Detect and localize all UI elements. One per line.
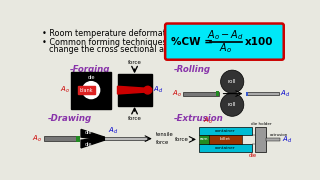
Text: die holder: die holder (251, 122, 271, 125)
Text: container: container (215, 129, 236, 133)
Bar (76, 136, 80, 142)
Bar (117, 74, 152, 106)
Bar (266, 138, 280, 141)
Bar (246, 93, 279, 95)
Text: die: die (87, 75, 95, 80)
Bar (208, 135, 242, 144)
Text: -Drawing: -Drawing (48, 114, 92, 123)
Text: -Rolling: -Rolling (173, 65, 210, 74)
Text: • Room temperature deformation.: • Room temperature deformation. (42, 29, 181, 38)
Text: roll: roll (228, 102, 236, 107)
Text: $A_o - A_d$: $A_o - A_d$ (207, 28, 244, 42)
Text: roll: roll (228, 79, 236, 84)
Polygon shape (81, 137, 104, 148)
Text: -Forging: -Forging (69, 65, 110, 74)
Polygon shape (117, 86, 152, 94)
Bar (44, 136, 79, 141)
Text: force: force (128, 60, 141, 65)
Bar (199, 135, 209, 144)
Circle shape (144, 86, 152, 94)
Text: $A_o$: $A_o$ (219, 42, 232, 55)
Bar (78, 86, 95, 94)
Bar (199, 144, 252, 152)
Text: extrusion: extrusion (269, 133, 288, 137)
Text: force: force (175, 137, 189, 142)
Circle shape (220, 93, 244, 116)
Text: • Common forming techniques used to: • Common forming techniques used to (42, 38, 199, 47)
Text: $A_d$: $A_d$ (280, 89, 291, 99)
Text: blank: blank (80, 88, 93, 93)
Text: tensile: tensile (156, 132, 174, 137)
Text: $A_o$: $A_o$ (32, 134, 42, 144)
Text: container: container (215, 146, 236, 150)
Text: $A_o$: $A_o$ (60, 85, 69, 95)
Bar (216, 91, 219, 96)
Text: $A_o$: $A_o$ (203, 115, 213, 125)
Text: $A_d$: $A_d$ (108, 125, 118, 136)
Bar (255, 127, 266, 152)
Text: %CW =: %CW = (171, 37, 217, 47)
Text: $A_d$: $A_d$ (282, 134, 292, 145)
Text: change the cross sectional area:: change the cross sectional area: (49, 46, 180, 55)
FancyBboxPatch shape (165, 24, 284, 60)
Bar (71, 72, 111, 109)
Bar (104, 137, 147, 140)
Text: $A_o$: $A_o$ (172, 89, 182, 99)
Text: $A_d$: $A_d$ (153, 85, 164, 95)
Bar (183, 92, 219, 96)
Bar (246, 92, 248, 96)
Text: billet: billet (220, 137, 231, 141)
Text: die: die (249, 153, 257, 158)
Text: force: force (128, 116, 141, 121)
Text: x100: x100 (244, 37, 273, 47)
Circle shape (83, 82, 100, 99)
Text: -Extrusion: -Extrusion (174, 114, 224, 123)
Text: ram: ram (200, 137, 208, 141)
Polygon shape (81, 129, 104, 140)
Circle shape (220, 70, 244, 93)
Text: die: die (85, 130, 92, 135)
Text: force: force (156, 140, 170, 145)
Bar (199, 127, 252, 135)
Text: die: die (85, 142, 92, 147)
